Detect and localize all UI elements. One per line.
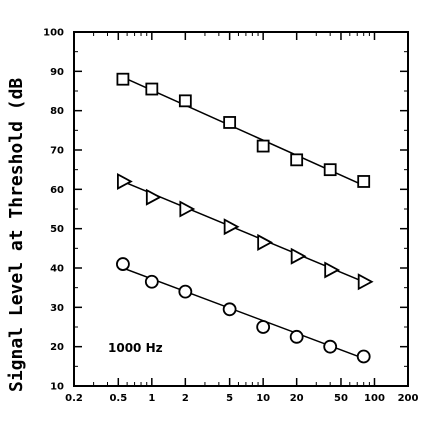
data-point-triangle bbox=[324, 261, 341, 279]
fit-line-triangle-right bbox=[122, 180, 364, 283]
data-point-triangle bbox=[223, 218, 240, 236]
data-point-triangle bbox=[117, 172, 133, 190]
data-point-circle bbox=[356, 349, 371, 364]
annotation-label: 1000 Hz bbox=[108, 341, 163, 355]
data-point-circle bbox=[222, 302, 237, 317]
data-point-square bbox=[290, 153, 304, 167]
fit-line-square bbox=[122, 76, 365, 187]
markers bbox=[116, 72, 374, 364]
data-point-circle bbox=[116, 257, 130, 271]
data-point-circle bbox=[144, 274, 159, 289]
x-tick-label: 200 bbox=[398, 393, 419, 404]
y-tick-label: 100 bbox=[43, 28, 64, 39]
axes: 10 20 30 40 50 60 70 80 90 100 0.2 0.5 1 2 5 10 20 50 100 2… bbox=[43, 28, 418, 405]
data-point-square bbox=[323, 163, 337, 177]
data-point-triangle bbox=[357, 273, 374, 291]
y-tick-label: 40 bbox=[50, 264, 64, 275]
y-tick-label: 90 bbox=[50, 67, 64, 78]
x-tick-label: 100 bbox=[364, 393, 385, 404]
x-tick-label: 2 bbox=[182, 393, 189, 404]
x-tick-label: 0.5 bbox=[109, 393, 127, 404]
y-axis-label: Signal Level at Threshold (dB bbox=[6, 78, 27, 392]
data-point-square bbox=[116, 72, 130, 86]
fit-lines bbox=[122, 76, 365, 360]
data-point-square bbox=[145, 82, 159, 96]
data-point-circle bbox=[256, 320, 271, 334]
y-tick-label: 30 bbox=[50, 303, 64, 314]
data-point-circle bbox=[323, 339, 338, 354]
data-point-triangle bbox=[290, 247, 307, 265]
x-tick-label: 1 bbox=[148, 393, 155, 404]
y-tick-label: 70 bbox=[50, 146, 64, 157]
data-point-square bbox=[178, 94, 192, 108]
data-point-square bbox=[357, 175, 371, 188]
data-point-triangle bbox=[179, 200, 196, 218]
data-point-circle bbox=[178, 284, 193, 299]
x-tick-label: 0.2 bbox=[65, 393, 83, 404]
data-point-square bbox=[223, 116, 237, 129]
x-tick-label: 50 bbox=[334, 393, 348, 404]
y-tick-label: 20 bbox=[50, 342, 64, 353]
x-tick-label: 20 bbox=[290, 393, 304, 404]
x-tick-label: 10 bbox=[256, 393, 270, 404]
y-tick-label: 10 bbox=[50, 382, 64, 393]
data-point-circle bbox=[289, 329, 304, 344]
y-tick-label: 80 bbox=[50, 106, 64, 117]
data-point-square bbox=[256, 139, 270, 153]
y-tick-label: 60 bbox=[50, 185, 64, 196]
x-tick-label: 5 bbox=[226, 393, 233, 404]
data-point-triangle bbox=[257, 233, 274, 251]
y-tick-label: 50 bbox=[50, 224, 64, 235]
data-point-triangle bbox=[145, 188, 162, 206]
fit-line-circle bbox=[122, 267, 364, 360]
